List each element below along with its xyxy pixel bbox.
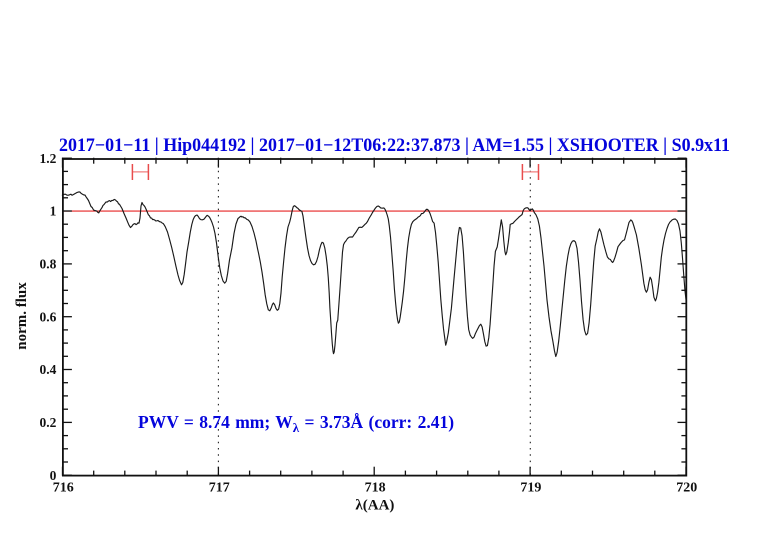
- svg-text:1.2: 1.2: [40, 151, 57, 166]
- svg-text:0.2: 0.2: [40, 415, 57, 430]
- svg-text:719: 719: [520, 480, 541, 495]
- svg-text:λ(AA): λ(AA): [355, 498, 394, 514]
- svg-text:1: 1: [50, 204, 57, 219]
- svg-text:716: 716: [53, 480, 74, 495]
- svg-text:0: 0: [50, 468, 57, 483]
- svg-text:PWV = 8.74 mm; Wλ = 3.73Å (cor: PWV = 8.74 mm; Wλ = 3.73Å (corr: 2.41): [138, 412, 454, 435]
- svg-text:0.4: 0.4: [40, 362, 57, 377]
- svg-text:0.8: 0.8: [40, 257, 57, 272]
- svg-text:718: 718: [365, 480, 386, 495]
- svg-text:0.6: 0.6: [40, 309, 57, 324]
- svg-text:717: 717: [209, 480, 230, 495]
- svg-text:2017−01−11 | Hip044192 | 2017−: 2017−01−11 | Hip044192 | 2017−01−12T06:2…: [59, 136, 730, 156]
- svg-text:norm. flux: norm. flux: [14, 282, 30, 350]
- svg-text:720: 720: [676, 480, 697, 495]
